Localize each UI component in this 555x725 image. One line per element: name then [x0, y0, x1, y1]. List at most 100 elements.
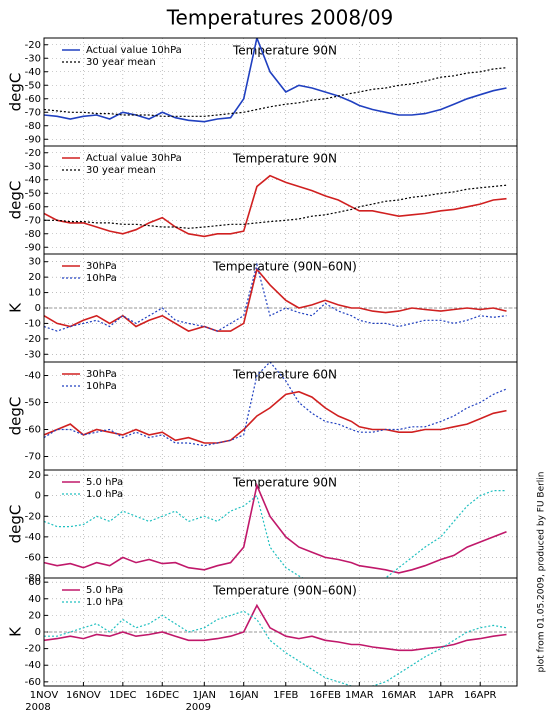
series-line [44, 67, 507, 117]
x-tick-label: 16MAR [381, 690, 416, 701]
x-tick-label: 1JAN 2009 [186, 690, 216, 713]
y-tick-label: -70 [25, 452, 41, 463]
legend-label: 1.0 hPa [86, 597, 123, 608]
series-line [44, 490, 507, 578]
y-tick-label: 20 [28, 272, 41, 283]
series-line [44, 267, 507, 332]
x-tick-label-line: 16DEC [145, 690, 179, 701]
x-tick-label-line: 16FEB [309, 690, 341, 701]
plot-frame [43, 577, 518, 687]
series-line [44, 262, 507, 332]
x-tick-label-line: 1MAR [345, 690, 374, 701]
y-tick-label: 0 [35, 491, 41, 502]
y-axis-label: K [7, 626, 25, 637]
x-tick-label-line: 16NOV [66, 690, 101, 701]
x-tick-label-line: 16APR [464, 690, 497, 701]
y-tick-label: -10 [25, 318, 41, 329]
plot-lines [44, 362, 507, 447]
x-tick-label: 16APR [464, 690, 497, 701]
annotation: Temperature 90N [232, 152, 337, 166]
x-tick-label-line: 16JAN [229, 690, 259, 701]
x-tick-label: 1FEB [273, 690, 298, 701]
y-tick-label: 0 [35, 627, 41, 638]
x-tick-label: 16NOV [66, 690, 101, 701]
series-line [44, 362, 507, 447]
x-tick-label-line: 1FEB [273, 690, 298, 701]
legend-label: 5.0 hPa [86, 477, 123, 488]
series-line [44, 610, 507, 686]
annotation: Temperature (90N–60N) [212, 260, 357, 274]
y-tick-label: -40 [25, 660, 41, 671]
x-tick-label-line: 1APR [428, 690, 454, 701]
x-tick-label-line: 2009 [186, 702, 211, 713]
legend-label: 5.0 hPa [86, 585, 123, 596]
y-tick-label: -50 [25, 80, 41, 91]
legend-label: 10hPa [86, 381, 117, 392]
y-tick-label: -40 [25, 67, 41, 78]
x-tick-label: 1DEC [109, 690, 136, 701]
y-tick-label: -90 [25, 134, 41, 145]
x-tick-label: 1MAR [345, 690, 374, 701]
y-tick-label: -80 [25, 229, 41, 240]
x-tick-label: 16FEB [309, 690, 341, 701]
annotation: Temperature 60N [232, 368, 337, 382]
y-tick-label: -20 [25, 334, 41, 345]
legend-label: 10hPa [86, 273, 117, 284]
series-line [44, 38, 507, 123]
y-tick-label: -40 [25, 371, 41, 382]
note: plot from 01.05.2009, produced by FU Ber… [537, 471, 547, 672]
plot-lines [44, 174, 507, 238]
y-tick-label: -20 [25, 511, 41, 522]
y-tick-label: -30 [25, 161, 41, 172]
series-line [44, 482, 507, 574]
y-tick-label: -80 [25, 121, 41, 132]
y-tick-label: -60 [25, 552, 41, 563]
y-tick-label: -70 [25, 107, 41, 118]
y-tick-label: -60 [25, 94, 41, 105]
y-tick-label: -20 [25, 644, 41, 655]
annotation: Temperature 90N [232, 44, 337, 58]
y-tick-label: 60 [28, 577, 41, 588]
plot-lines [44, 482, 507, 578]
y-axis-label: degC [7, 397, 25, 436]
y-tick-label: -60 [25, 202, 41, 213]
y-tick-label: 10 [28, 288, 41, 299]
legend-label: 1.0 hPa [86, 489, 123, 500]
x-tick-label: 16JAN [229, 690, 259, 701]
y-tick-label: 0 [35, 303, 41, 314]
y-tick-label: -90 [25, 242, 41, 253]
legend-label: 30hPa [86, 261, 117, 272]
chart-title: Temperatures 2008/09 [166, 6, 394, 30]
x-tick-label-line: 1JAN [193, 690, 216, 701]
annotation: Temperature (90N–60N) [212, 584, 357, 598]
legend-label: Actual value 30hPa [86, 153, 182, 164]
y-tick-label: 20 [28, 610, 41, 621]
y-tick-label: 20 [28, 470, 41, 481]
y-tick-label: 30 [28, 257, 41, 268]
series-line [44, 184, 507, 229]
x-tick-label-line: 2008 [25, 702, 50, 713]
y-tick-label: 40 [28, 594, 41, 605]
series-line [44, 390, 507, 444]
x-tick-label: 1NOV 2008 [25, 690, 58, 713]
y-tick-label: -20 [25, 40, 41, 51]
x-tick-label: 1APR [428, 690, 454, 701]
legend-label: 30 year mean [86, 57, 156, 68]
annotation: Temperature 90N [232, 476, 337, 490]
y-tick-label: -60 [25, 425, 41, 436]
legend-label: Actual value 10hPa [86, 45, 182, 56]
x-tick-label-line: 16MAR [381, 690, 416, 701]
y-tick-label: -40 [25, 175, 41, 186]
x-tick-label-line: 1NOV [30, 690, 59, 701]
series-line [44, 174, 507, 238]
y-tick-label: -50 [25, 398, 41, 409]
legend-label: 30 year mean [86, 165, 156, 176]
plot-lines [44, 38, 507, 123]
y-axis-label: degC [7, 505, 25, 544]
y-axis-label: degC [7, 181, 25, 220]
plot-lines [44, 262, 507, 332]
y-tick-label: -40 [25, 532, 41, 543]
y-tick-label: -50 [25, 188, 41, 199]
x-tick-label: 16DEC [145, 690, 179, 701]
